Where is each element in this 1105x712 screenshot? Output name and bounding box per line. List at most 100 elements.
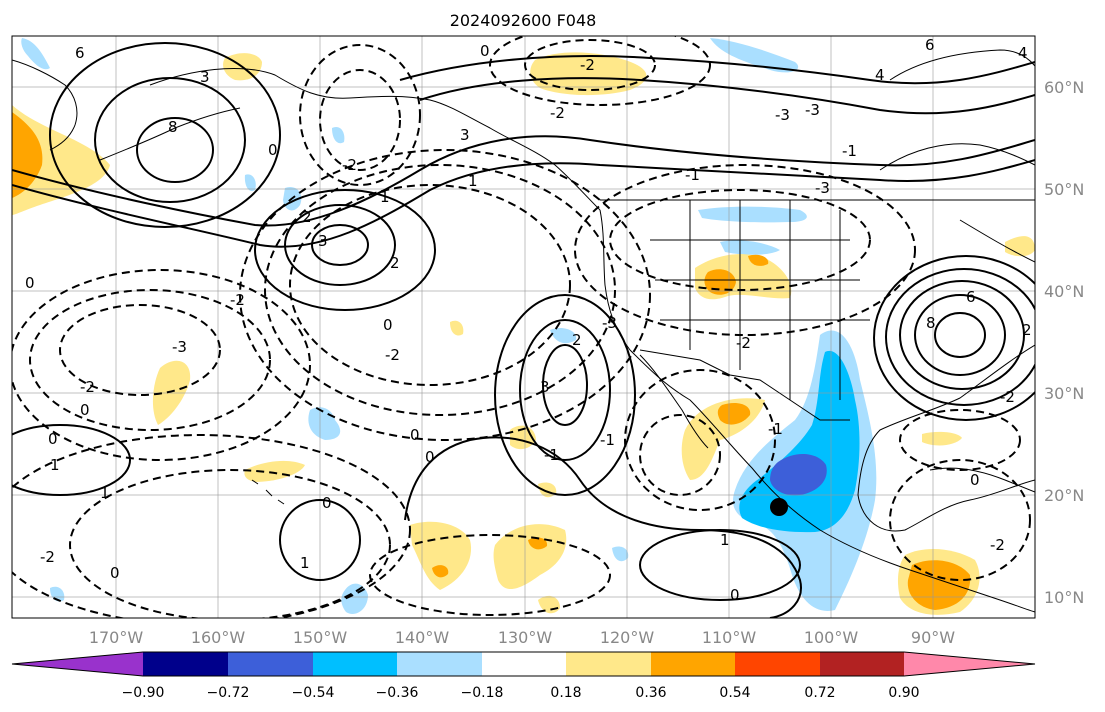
- colorbar-segment: [482, 652, 566, 676]
- contour-label: -2: [990, 536, 1005, 554]
- contour-low-pacific-2: [264, 164, 616, 416]
- contour-label: 4: [1018, 44, 1028, 62]
- shade-yellow-gulf-of-alaska: [530, 52, 647, 96]
- colorbar-tick-label: 0.90: [888, 685, 919, 701]
- contour-label: 1: [380, 188, 390, 206]
- contour-label: -2: [736, 334, 751, 352]
- shade-blue-colorado: [720, 240, 780, 255]
- contour-label: 0: [110, 564, 120, 582]
- contour-low-arctic-1: [524, 39, 656, 91]
- shade-blue-pacific-f: [332, 126, 345, 144]
- lat-label-20n: 20°N: [1044, 486, 1084, 505]
- shade-yellow-east-us: [1005, 236, 1035, 257]
- contour-label: 0: [80, 401, 90, 419]
- lat-label-10n: 10°N: [1044, 588, 1084, 607]
- colorbar-segment: [735, 652, 820, 676]
- colorbar-tick-label: 0.72: [804, 685, 835, 701]
- contour-lines: [12, 36, 1035, 618]
- colorbar-segment: [820, 652, 904, 676]
- contour-label: -3: [172, 338, 187, 356]
- map-title: 2024092600 F048: [450, 11, 597, 30]
- contour-low-east-2: [889, 459, 1031, 581]
- contour-label: 2: [390, 254, 400, 272]
- contour-label: -3: [805, 101, 820, 119]
- contour-jet-1: [12, 159, 1035, 248]
- contour-label: -2: [342, 156, 357, 174]
- contour-label: -3: [602, 314, 617, 332]
- contour-label: -2: [385, 346, 400, 364]
- contour-label: -2: [1000, 388, 1015, 406]
- contour-label: -1: [768, 420, 783, 438]
- contour-label: 1: [50, 456, 60, 474]
- contour-low-tropics-3: [369, 534, 611, 616]
- colorbar-segment: [397, 652, 482, 676]
- colorbar-tick-label: −0.54: [292, 685, 335, 701]
- contour-label: 1: [300, 554, 310, 572]
- coastline-aleutians: [99, 107, 241, 161]
- coastline-kamchatka: [12, 59, 78, 151]
- lon-label-130w: 130°W: [498, 628, 553, 647]
- lon-label-120w: 120°W: [600, 628, 655, 647]
- contour-high-offshore-1: [542, 344, 588, 426]
- contour-low-gulf-alaska-2: [299, 44, 421, 186]
- shaded-anomaly-regions: [12, 38, 1035, 615]
- contour-high-east-4: [885, 268, 1035, 406]
- contour-label: 0: [410, 426, 420, 444]
- contour-label: -1: [685, 166, 700, 184]
- contour-label: 0: [322, 494, 332, 512]
- contour-low-gulf-alaska-1: [319, 69, 401, 171]
- colorbar: −0.90 −0.72 −0.54 −0.36 −0.18 0.18 0.36 …: [11, 651, 1036, 701]
- contour-low-mexico-2: [624, 369, 776, 511]
- contour-low-east-1: [899, 409, 1021, 471]
- lon-label-90w: 90°W: [911, 628, 955, 647]
- coastline-east: [959, 219, 1035, 263]
- contour-label: 0: [730, 586, 740, 604]
- contour-label-group: 6 3 8 0 -2 2 -3 1 3 2 -2 0 3 -3 -2 0 2 0…: [25, 36, 1032, 604]
- shade-yellow-hawaii: [244, 460, 305, 482]
- lat-label-40n: 40°N: [1044, 282, 1084, 301]
- states-grid-a: [650, 200, 870, 400]
- contour-label: -1: [600, 431, 615, 449]
- contour-low-mexico-1: [639, 414, 721, 496]
- shade-yellow-tropical-a: [410, 521, 472, 590]
- contour-label: 3: [200, 68, 210, 86]
- colorbar-tick-label: −0.90: [122, 685, 165, 701]
- contour-high-east-5: [873, 255, 1035, 421]
- colorbar-extend-min: [12, 652, 143, 676]
- contour-label: -3: [815, 179, 830, 197]
- contour-label: -1: [842, 142, 857, 160]
- contour-high-pacific-1: [311, 224, 369, 266]
- border-us-mexico: [639, 349, 850, 421]
- contour-label: 0: [970, 471, 980, 489]
- contour-low-tropics-1: [69, 469, 391, 618]
- shade-orange-tropical-b: [528, 537, 548, 550]
- contour-low-west-3: [12, 269, 311, 461]
- colorbar-tick-label: 0.18: [550, 685, 581, 701]
- contour-label: 2: [302, 208, 312, 226]
- contour-label: 0: [268, 141, 278, 159]
- shade-blue-pacific-g: [244, 174, 256, 192]
- shade-blue-mexico-gulf-deep: [739, 350, 860, 533]
- contour-label: 8: [168, 118, 178, 136]
- contour-label: 3: [460, 126, 470, 144]
- colorbar-segment: [651, 652, 735, 676]
- contour-low-pacific-3: [239, 149, 651, 441]
- longitude-labels: 170°W 160°W 150°W 140°W 130°W 120°W 110°…: [89, 628, 955, 647]
- lon-label-160w: 160°W: [191, 628, 246, 647]
- shade-blue-arctic-west: [21, 38, 50, 70]
- colorbar-segment: [566, 652, 651, 676]
- colorbar-tick-label: −0.36: [376, 685, 419, 701]
- colorbar-tick-label: 0.54: [719, 685, 750, 701]
- contour-label: 0: [383, 316, 393, 334]
- contour-tropical-c: [12, 424, 131, 496]
- colorbar-outline: [11, 651, 1036, 677]
- coastline-greenland: [889, 49, 1035, 81]
- contour-label: 0: [48, 430, 58, 448]
- lat-label-50n: 50°N: [1044, 180, 1084, 199]
- map-area: 6 3 8 0 -2 2 -3 1 3 2 -2 0 3 -3 -2 0 2 0…: [12, 36, 1035, 618]
- coastline-west-coast: [599, 209, 1035, 613]
- contour-label: 0: [480, 42, 490, 60]
- storm-center-marker: [770, 498, 788, 516]
- coastline-cuba: [929, 467, 1035, 493]
